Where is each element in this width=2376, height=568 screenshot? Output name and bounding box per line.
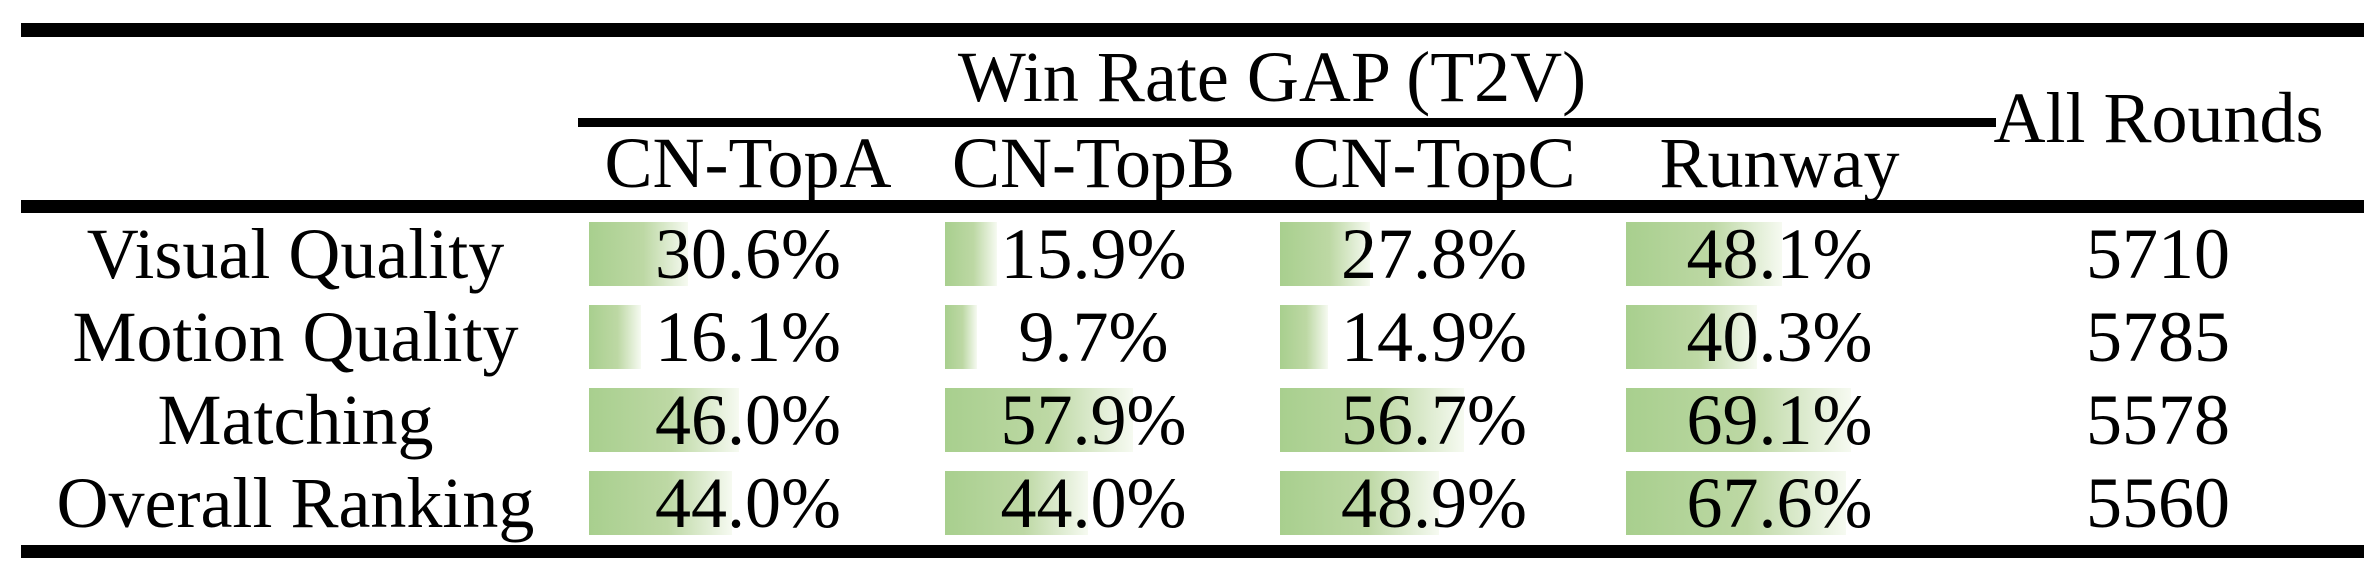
bar-track bbox=[1626, 305, 1951, 369]
win-rate-value: 44.0% bbox=[1000, 463, 1187, 543]
win-rate-cell: 46.0% bbox=[570, 379, 926, 462]
win-rate-bar bbox=[1626, 305, 1757, 369]
bar-track bbox=[589, 471, 914, 535]
win-rate-cell: 30.6% bbox=[570, 213, 926, 296]
bar-track bbox=[945, 471, 1270, 535]
win-rate-value: 14.9% bbox=[1341, 297, 1527, 377]
bar-track bbox=[945, 222, 1270, 286]
column-headers: CN-TopA CN-TopB CN-TopC Runway bbox=[570, 123, 1952, 203]
column-header-cn-topc: CN-TopC bbox=[1292, 123, 1576, 203]
win-rate-cell: 48.1% bbox=[1607, 213, 1952, 296]
win-rate-bar bbox=[589, 471, 732, 535]
bar-track bbox=[1626, 388, 1951, 452]
column-header-cn-topa: CN-TopA bbox=[604, 123, 892, 203]
row-label: Matching bbox=[157, 380, 434, 460]
column-header-cn-topb: CN-TopB bbox=[952, 123, 1235, 203]
column-group-header: Win Rate GAP (T2V) bbox=[957, 37, 1587, 117]
win-rate-value: 56.7% bbox=[1341, 380, 1527, 460]
column-group-rule bbox=[578, 118, 1996, 127]
bar-track bbox=[1280, 471, 1605, 535]
win-rate-bar bbox=[945, 305, 977, 369]
bar-track bbox=[589, 388, 914, 452]
bar-track bbox=[945, 388, 1270, 452]
win-rate-value: 57.9% bbox=[1000, 380, 1187, 460]
win-rate-value: 48.9% bbox=[1341, 463, 1527, 543]
bar-track bbox=[1280, 222, 1605, 286]
win-rate-value: 67.6% bbox=[1686, 463, 1873, 543]
bar-track bbox=[1626, 222, 1951, 286]
row-label: Motion Quality bbox=[72, 297, 519, 377]
win-rate-value: 9.7% bbox=[1018, 297, 1169, 377]
bar-track bbox=[589, 305, 914, 369]
all-rounds-value: 5578 bbox=[2086, 380, 2230, 460]
win-rate-value: 46.0% bbox=[655, 380, 841, 460]
win-rate-cell: 67.6% bbox=[1607, 462, 1952, 545]
row-label: Overall Ranking bbox=[56, 463, 535, 543]
column-header-runway: Runway bbox=[1659, 123, 1900, 203]
table-row: Visual Quality 30.6% 15.9% 27.8% 48.1% 5… bbox=[21, 213, 2364, 296]
bar-track bbox=[1280, 305, 1605, 369]
bar-track bbox=[945, 305, 1270, 369]
row-label: Visual Quality bbox=[86, 214, 505, 294]
win-rate-bar bbox=[945, 471, 1088, 535]
win-rate-cell: 14.9% bbox=[1261, 296, 1607, 379]
bar-track bbox=[1626, 471, 1951, 535]
table-bottom-rule bbox=[21, 545, 2364, 558]
all-rounds-value: 5710 bbox=[2086, 214, 2230, 294]
win-rate-cell: 15.9% bbox=[926, 213, 1261, 296]
win-rate-bar bbox=[1280, 471, 1439, 535]
table-row: Motion Quality 16.1% 9.7% 14.9% 40.3% 57… bbox=[21, 296, 2364, 379]
table-top-rule bbox=[21, 23, 2364, 37]
table-row: Overall Ranking 44.0% 44.0% 48.9% 67.6% … bbox=[21, 462, 2364, 545]
win-rate-value: 16.1% bbox=[655, 297, 841, 377]
win-rate-value: 48.1% bbox=[1686, 214, 1873, 294]
win-rate-bar bbox=[589, 305, 642, 369]
win-rate-cell: 44.0% bbox=[926, 462, 1261, 545]
win-rate-cell: 56.7% bbox=[1261, 379, 1607, 462]
results-table: Win Rate GAP (T2V) CN-TopA CN-TopB CN-To… bbox=[21, 23, 2364, 558]
header-rule bbox=[21, 200, 2364, 213]
win-rate-bar bbox=[1280, 305, 1329, 369]
win-rate-value: 15.9% bbox=[1000, 214, 1187, 294]
win-rate-bar bbox=[945, 222, 997, 286]
bar-track bbox=[589, 222, 914, 286]
win-rate-bar bbox=[1280, 388, 1465, 452]
column-header-all-rounds: All Rounds bbox=[1993, 78, 2324, 158]
win-rate-bar bbox=[1626, 388, 1851, 452]
win-rate-value: 40.3% bbox=[1686, 297, 1873, 377]
win-rate-cell: 44.0% bbox=[570, 462, 926, 545]
table-header: Win Rate GAP (T2V) CN-TopA CN-TopB CN-To… bbox=[21, 37, 2364, 203]
win-rate-bar bbox=[589, 222, 689, 286]
bar-track bbox=[1280, 388, 1605, 452]
win-rate-bar bbox=[945, 388, 1134, 452]
all-rounds-value: 5560 bbox=[2086, 463, 2230, 543]
win-rate-cell: 9.7% bbox=[926, 296, 1261, 379]
win-rate-value: 30.6% bbox=[655, 214, 841, 294]
win-rate-bar bbox=[1280, 222, 1371, 286]
win-rate-value: 44.0% bbox=[655, 463, 841, 543]
all-rounds-value: 5785 bbox=[2086, 297, 2230, 377]
table-row: Matching 46.0% 57.9% 56.7% 69.1% 5578 bbox=[21, 379, 2364, 462]
win-rate-bar bbox=[1626, 222, 1783, 286]
win-rate-bar bbox=[1626, 471, 1846, 535]
win-rate-bar bbox=[589, 388, 739, 452]
win-rate-cell: 16.1% bbox=[570, 296, 926, 379]
win-rate-cell: 27.8% bbox=[1261, 213, 1607, 296]
win-rate-cell: 69.1% bbox=[1607, 379, 1952, 462]
win-rate-cell: 57.9% bbox=[926, 379, 1261, 462]
win-rate-value: 27.8% bbox=[1341, 214, 1527, 294]
win-rate-cell: 40.3% bbox=[1607, 296, 1952, 379]
win-rate-value: 69.1% bbox=[1686, 380, 1873, 460]
win-rate-cell: 48.9% bbox=[1261, 462, 1607, 545]
